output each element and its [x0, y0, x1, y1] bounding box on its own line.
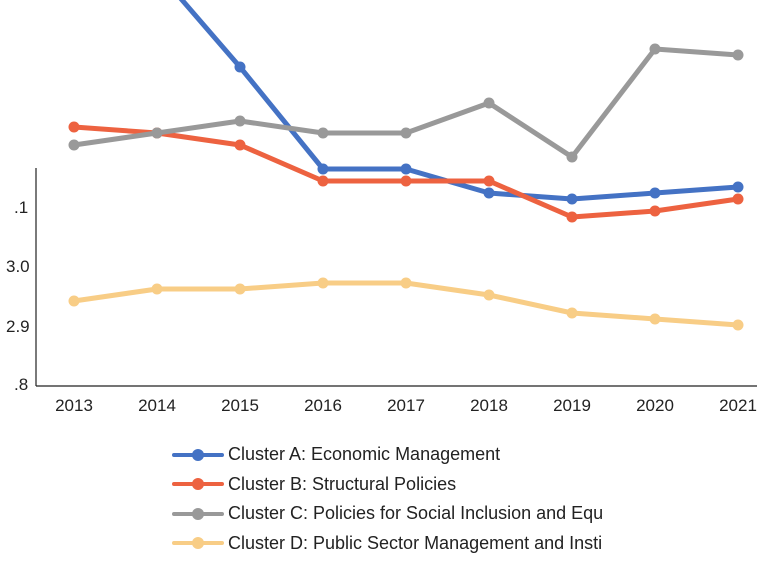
- data-point: [732, 319, 744, 331]
- data-point: [732, 193, 744, 205]
- data-point: [400, 277, 412, 289]
- data-point: [151, 283, 163, 295]
- legend-marker-icon: [192, 537, 204, 550]
- data-point: [68, 295, 80, 307]
- data-point: [483, 289, 495, 301]
- data-point: [400, 163, 412, 175]
- data-point: [483, 97, 495, 109]
- data-point: [151, 127, 163, 139]
- x-tick-label: 2015: [221, 396, 259, 415]
- x-tick-labels: 2013 2014 2015 2016 2017 2018 2019 2020 2021: [55, 396, 757, 415]
- legend-label: Cluster C: Policies for Social Inclusion…: [228, 503, 602, 524]
- data-point: [732, 49, 744, 61]
- data-point: [234, 115, 246, 127]
- data-point: [649, 43, 661, 55]
- y-tick-labels: .1 3.0 2.9 .8: [6, 198, 30, 394]
- data-point: [317, 175, 329, 187]
- x-tick-label: 2016: [304, 396, 342, 415]
- legend-swatch-b: [172, 474, 224, 494]
- data-point: [317, 163, 329, 175]
- series-layer: [68, 0, 744, 331]
- data-point: [566, 307, 578, 319]
- data-point: [317, 277, 329, 289]
- series-1: [154, 0, 744, 205]
- data-point: [566, 211, 578, 223]
- data-point: [234, 61, 246, 73]
- legend-item: Cluster C: Policies for Social Inclusion…: [172, 499, 602, 529]
- series-line: [71, 280, 741, 328]
- series-line: [154, 0, 741, 202]
- legend-clip: Cluster A: Economic Management Cluster B…: [172, 440, 602, 560]
- x-tick-label: 2021: [719, 396, 757, 415]
- data-point: [400, 175, 412, 187]
- series-line: [71, 46, 741, 160]
- legend-item: Cluster D: Public Sector Management and …: [172, 529, 602, 559]
- legend-marker-icon: [192, 507, 204, 520]
- series-3: [68, 43, 744, 163]
- y-tick-label: 2.9: [6, 317, 30, 336]
- series-2: [68, 121, 744, 223]
- x-tick-label: 2017: [387, 396, 425, 415]
- y-tick-label: .1: [14, 198, 28, 217]
- series-4: [68, 277, 744, 331]
- legend-label: Cluster A: Economic Management: [228, 444, 501, 465]
- axes: [35, 168, 757, 387]
- data-point: [566, 151, 578, 163]
- data-point: [68, 121, 80, 133]
- data-point: [483, 175, 495, 187]
- x-tick-label: 2014: [138, 396, 176, 415]
- data-point: [566, 193, 578, 205]
- data-point: [68, 139, 80, 151]
- legend-swatch-a: [172, 445, 224, 465]
- data-point: [732, 181, 744, 193]
- x-tick-label: 2020: [636, 396, 674, 415]
- x-tick-label: 2018: [470, 396, 508, 415]
- legend-swatch-d: [172, 533, 224, 553]
- data-point: [317, 127, 329, 139]
- legend-item: Cluster A: Economic Management: [172, 440, 602, 470]
- y-tick-label: .8: [14, 375, 28, 394]
- y-tick-label: 3.0: [6, 257, 30, 276]
- legend-marker-icon: [192, 448, 204, 461]
- data-point: [649, 187, 661, 199]
- data-point: [234, 283, 246, 295]
- data-point: [649, 313, 661, 325]
- legend-label: Cluster B: Structural Policies: [228, 473, 457, 494]
- legend-swatch-c: [172, 504, 224, 524]
- data-point: [234, 139, 246, 151]
- x-tick-label: 2019: [553, 396, 591, 415]
- x-tick-label: 2013: [55, 396, 93, 415]
- legend-item: Cluster B: Structural Policies: [172, 470, 602, 500]
- data-point: [400, 127, 412, 139]
- data-point: [483, 187, 495, 199]
- legend-label: Cluster D: Public Sector Management and …: [228, 532, 602, 553]
- data-point: [649, 205, 661, 217]
- legend-marker-icon: [192, 478, 204, 491]
